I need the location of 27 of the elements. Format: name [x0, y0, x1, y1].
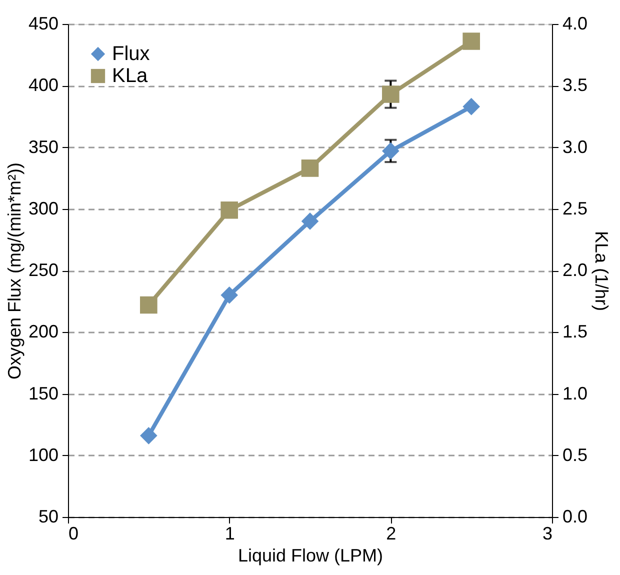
y-tick-label: 150	[28, 383, 58, 404]
legend-label: Flux	[112, 43, 150, 65]
x-tick-label: 2	[386, 524, 396, 544]
y2-tick-label: 2.0	[562, 260, 588, 280]
y2-axis-title: KLa (1/hr)	[592, 230, 612, 312]
x-tick-label: 0	[68, 524, 79, 544]
x-tick-label: 1	[224, 524, 235, 544]
y2-tick-label: 3.0	[562, 136, 588, 157]
y2-tick-label: 4.0	[562, 14, 588, 34]
y-tick-label: 450	[28, 14, 58, 34]
y-tick-label: 300	[28, 198, 58, 218]
y2-tick-label: 2.5	[562, 198, 588, 218]
y-tick-label: 250	[28, 260, 58, 280]
y-tick-label: 50	[38, 506, 58, 526]
y-tick-label: 400	[28, 75, 58, 96]
y2-tick-label: 1.5	[562, 322, 588, 342]
x-axis-title: Liquid Flow (LPM)	[238, 546, 384, 566]
y2-tick-label: 0.0	[562, 506, 588, 526]
legend-label: KLa	[112, 65, 148, 87]
y2-tick-label: 1.0	[562, 383, 588, 404]
y-tick-label: 350	[28, 136, 58, 157]
y-axis-title: Oxygen Flux (mg/(min*m²))	[4, 162, 24, 380]
x-tick-label: 3	[542, 524, 552, 544]
y2-tick-label: 3.5	[562, 75, 588, 96]
y-tick-label: 100	[28, 444, 58, 465]
y2-tick-label: 0.5	[562, 444, 588, 465]
y-tick-label: 200	[28, 322, 58, 342]
